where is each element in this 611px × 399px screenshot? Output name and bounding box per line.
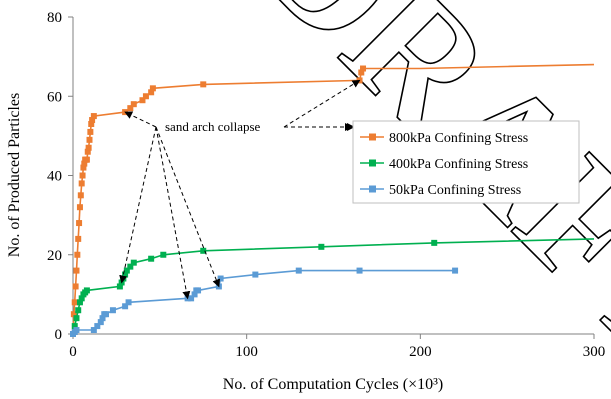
annotation: sand arch collapse xyxy=(119,79,361,300)
data-point xyxy=(127,105,134,112)
data-point xyxy=(200,247,207,254)
data-point xyxy=(78,295,85,302)
data-point xyxy=(125,299,132,306)
legend-item: 400kPa Confining Stress xyxy=(360,157,528,172)
legend-item: 800kPa Confining Stress xyxy=(360,131,528,146)
legend-item: 50kPa Confining Stress xyxy=(360,183,521,198)
series xyxy=(70,267,459,337)
data-point xyxy=(142,93,149,100)
legend-label: 400kPa Confining Stress xyxy=(389,157,528,172)
data-point xyxy=(71,323,78,330)
data-point xyxy=(122,271,129,278)
data-point xyxy=(75,235,82,242)
x-tick-label: 300 xyxy=(583,344,606,360)
data-point xyxy=(72,283,79,290)
data-point xyxy=(81,160,88,167)
data-point xyxy=(90,113,97,120)
x-tick-label: 100 xyxy=(235,344,258,360)
data-point xyxy=(89,117,96,124)
data-point xyxy=(102,311,109,318)
annotation-arrow xyxy=(155,126,221,288)
y-axis-label: No. of Produced Particles xyxy=(6,93,23,257)
data-point xyxy=(122,303,129,310)
axes: 0 20 40 60 80 0 100 200 300 xyxy=(47,10,605,360)
data-point xyxy=(252,271,259,278)
data-point xyxy=(80,164,87,171)
data-point xyxy=(122,109,129,116)
annotation-arrow xyxy=(119,126,157,284)
data-point xyxy=(88,120,95,127)
data-point xyxy=(74,251,81,258)
y-tick-label: 40 xyxy=(47,169,62,185)
data-point xyxy=(452,267,459,274)
annotation-text: sand arch collapse xyxy=(165,119,261,134)
data-point xyxy=(70,311,77,318)
data-point xyxy=(84,148,91,155)
legend-swatch-marker xyxy=(369,133,376,141)
data-point xyxy=(109,307,116,314)
data-point xyxy=(356,267,363,274)
data-point xyxy=(130,101,137,108)
data-point xyxy=(86,136,93,143)
data-point xyxy=(217,275,224,282)
data-point xyxy=(149,85,156,92)
data-point xyxy=(73,327,80,334)
data-point xyxy=(139,97,146,104)
legend-label: 50kPa Confining Stress xyxy=(389,183,521,198)
data-point xyxy=(99,315,106,322)
data-point xyxy=(94,323,101,330)
data-point xyxy=(148,89,155,96)
data-point xyxy=(87,128,94,135)
legend-label: 800kPa Confining Stress xyxy=(389,131,528,146)
annotation-arrow xyxy=(155,126,191,300)
data-point xyxy=(295,267,302,274)
data-point xyxy=(191,291,198,298)
legend-swatch-marker xyxy=(369,159,376,167)
data-point xyxy=(83,156,90,163)
y-tick-label: 60 xyxy=(47,89,62,105)
data-point xyxy=(97,319,104,326)
y-tick-label: 0 xyxy=(55,327,63,343)
data-point xyxy=(76,220,83,227)
y-tick-label: 80 xyxy=(47,10,62,26)
data-point xyxy=(76,204,83,211)
data-point xyxy=(73,315,80,322)
data-point xyxy=(79,172,86,179)
x-tick-label: 200 xyxy=(409,344,432,360)
x-tick-label: 0 xyxy=(69,344,77,360)
data-point xyxy=(76,299,83,306)
legend-swatch-marker xyxy=(369,185,376,193)
data-point xyxy=(318,243,325,250)
data-point xyxy=(127,263,134,270)
data-point xyxy=(85,144,92,151)
series-group xyxy=(70,63,595,337)
data-point xyxy=(195,287,202,294)
data-point xyxy=(75,307,82,314)
data-point xyxy=(71,299,78,306)
annotation-arrow xyxy=(124,111,157,128)
data-point xyxy=(130,259,137,266)
data-point xyxy=(77,192,84,199)
legend-box xyxy=(352,120,580,204)
data-point xyxy=(160,251,167,258)
data-point xyxy=(73,267,80,274)
data-point xyxy=(78,180,85,187)
data-point xyxy=(116,283,123,290)
data-point xyxy=(360,65,367,72)
data-point xyxy=(358,69,365,76)
data-point xyxy=(431,239,438,246)
data-point xyxy=(148,255,155,262)
data-point xyxy=(200,81,207,88)
legend: 800kPa Confining Stress 400kPa Confining … xyxy=(352,120,580,204)
data-point xyxy=(123,267,130,274)
data-point xyxy=(83,287,90,294)
y-tick-label: 20 xyxy=(47,248,62,264)
x-axis-label: No. of Computation Cycles (×10³) xyxy=(223,376,443,393)
annotation-arrow xyxy=(283,79,361,128)
data-point xyxy=(90,327,97,334)
data-point xyxy=(188,295,195,302)
series xyxy=(70,63,595,337)
